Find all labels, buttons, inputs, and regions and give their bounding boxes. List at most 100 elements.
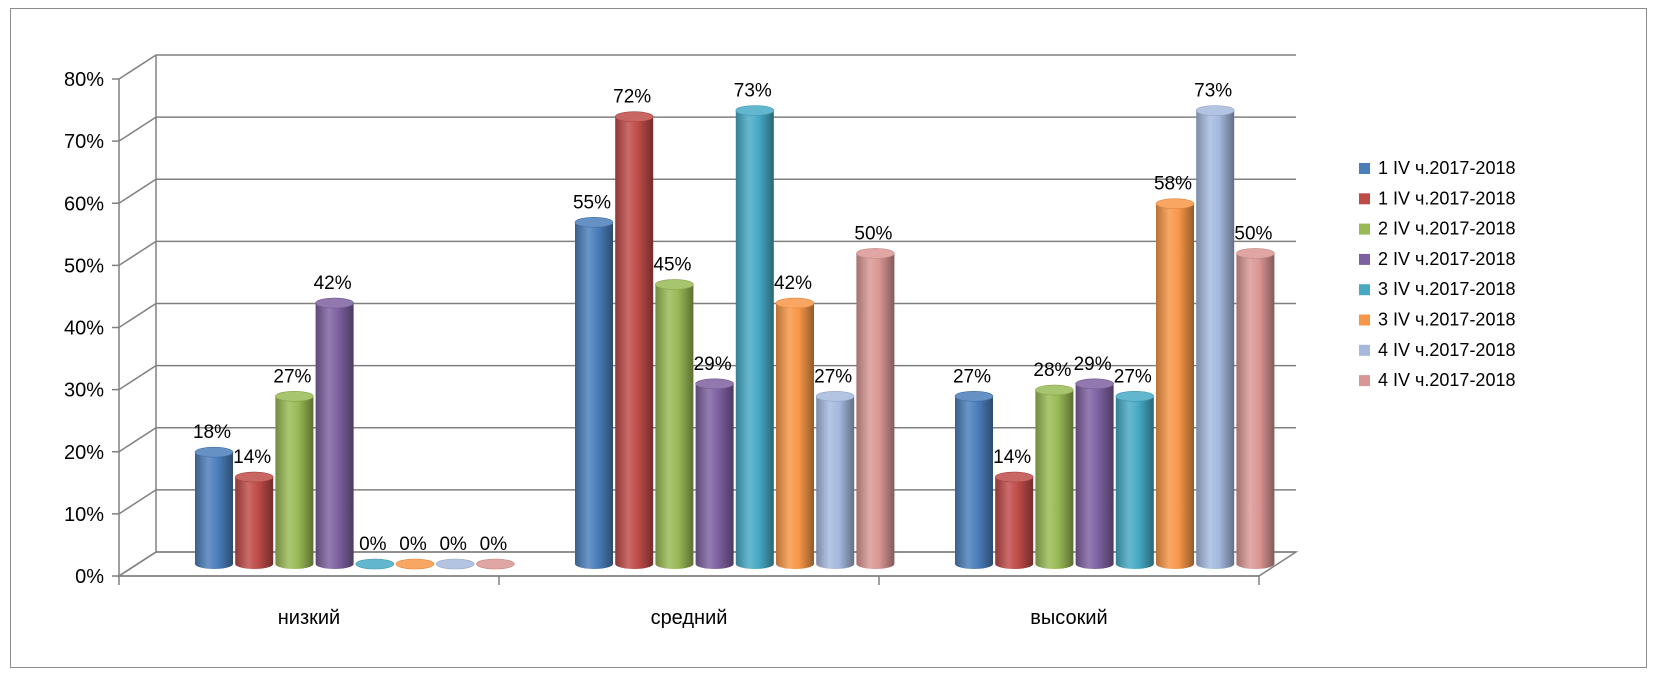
bar-top (234, 471, 274, 483)
bar (476, 558, 515, 570)
bar-top (655, 279, 694, 290)
bar (1115, 390, 1155, 569)
data-label: 27% (273, 366, 311, 387)
legend-swatch (1359, 314, 1370, 326)
bar-body (655, 284, 694, 569)
bar-body (816, 396, 855, 569)
data-label-layer: 18%14%27%42%0% 0% 0% 0%55%72%45%29%73%42%27… (193, 80, 1273, 555)
legend-item: 4 IV ч.2017-2018 (1359, 370, 1515, 390)
bar (315, 297, 354, 569)
gridline-side (118, 302, 157, 329)
data-label: 58% (1154, 174, 1192, 195)
bar-body (1075, 383, 1114, 569)
legend-label: 3 IV ч.2017-2018 (1378, 279, 1515, 299)
legend-swatch (1359, 163, 1370, 174)
data-label: 14% (993, 447, 1031, 468)
data-label: 42% (774, 273, 812, 294)
bar (194, 446, 234, 569)
bar-body (195, 452, 233, 569)
bar-top (315, 297, 354, 309)
legend-swatch (1359, 193, 1370, 205)
data-label: 18% (193, 422, 231, 443)
y-tick-label: 10% (64, 504, 104, 526)
bar-top (695, 378, 734, 390)
bar-layer (194, 105, 1275, 570)
bar (234, 471, 274, 569)
legend-swatch (1359, 344, 1370, 356)
gridline-side (118, 364, 157, 391)
data-label: 29% (1074, 354, 1112, 375)
bar (1035, 384, 1074, 569)
bar (1155, 198, 1195, 570)
bar-top (1035, 384, 1074, 396)
data-label: 72% (613, 87, 651, 108)
data-label: 50% (1234, 223, 1272, 244)
y-tick-label: 20% (64, 442, 104, 464)
bar-top (614, 111, 654, 122)
data-label: 0% (480, 534, 508, 555)
bar-chart: 0% 10% 20% 30% 40% 50% 60% 70% 80% низкий средний в… (64, 54, 1515, 629)
gridline-side (118, 240, 157, 267)
y-tick-label: 70% (64, 131, 104, 153)
legend-swatch (1359, 223, 1370, 235)
legend-item: 1 IV ч.2017-2018 (1359, 188, 1515, 208)
bar-body (1035, 390, 1074, 569)
bar (355, 558, 395, 570)
bar-top (476, 558, 515, 570)
legend-label: 1 IV ч.2017-2018 (1378, 158, 1515, 178)
bar-body (1115, 396, 1154, 569)
bar-body (735, 110, 774, 570)
bar-top (574, 217, 614, 228)
data-label: 45% (653, 254, 691, 275)
bar (655, 279, 694, 569)
bar-body (1236, 253, 1275, 569)
data-label: 0% (359, 534, 387, 555)
gridline-side (118, 116, 157, 142)
legend-label: 1 IV ч.2017-2018 (1378, 188, 1515, 208)
bar (1195, 105, 1235, 570)
bar (574, 217, 614, 569)
data-label: 55% (573, 192, 611, 213)
bar (856, 248, 895, 569)
bar-body (275, 396, 314, 569)
data-label: 50% (854, 223, 892, 244)
bar-top (194, 446, 234, 458)
y-tick-label: 0% (75, 566, 104, 588)
legend-item: 1 IV ч.2017-2018 (1359, 158, 1515, 178)
y-tick-label: 60% (64, 193, 104, 215)
gridline-side (118, 551, 157, 577)
axis-layer: 0% 10% 20% 30% 40% 50% 60% 70% 80% низкий средний в… (64, 55, 1260, 629)
legend-item: 3 IV ч.2017-2018 (1359, 279, 1515, 299)
legend-swatch (1359, 253, 1370, 265)
bar-top (775, 297, 815, 309)
bar-top (355, 558, 395, 570)
data-label: 27% (814, 366, 852, 387)
bar-top (1115, 390, 1155, 402)
data-label: 0% (399, 534, 427, 555)
bar-top (856, 248, 895, 259)
data-label: 27% (1114, 366, 1152, 387)
legend-item: 3 IV ч.2017-2018 (1359, 310, 1515, 330)
gridline-side (118, 427, 157, 453)
bar-top (1155, 198, 1195, 209)
bar-body (315, 303, 354, 569)
bar (815, 390, 855, 569)
bar-top (815, 390, 855, 402)
data-label: 73% (1194, 80, 1232, 101)
category-label: средний (651, 607, 728, 629)
y-tick-label: 50% (64, 255, 104, 277)
bar-top (1195, 105, 1235, 116)
y-tick-label: 80% (64, 69, 104, 91)
bar-body (1156, 203, 1194, 570)
bar-body (955, 396, 993, 569)
bar (1075, 378, 1114, 569)
legend-label: 4 IV ч.2017-2018 (1378, 340, 1515, 360)
data-label: 27% (953, 366, 991, 387)
bar-body (995, 477, 1034, 569)
bar-top (1236, 248, 1275, 259)
bar (994, 471, 1034, 569)
bar-top (735, 105, 775, 116)
bar (435, 558, 475, 570)
data-label: 29% (694, 354, 732, 375)
bar-body (856, 253, 895, 569)
